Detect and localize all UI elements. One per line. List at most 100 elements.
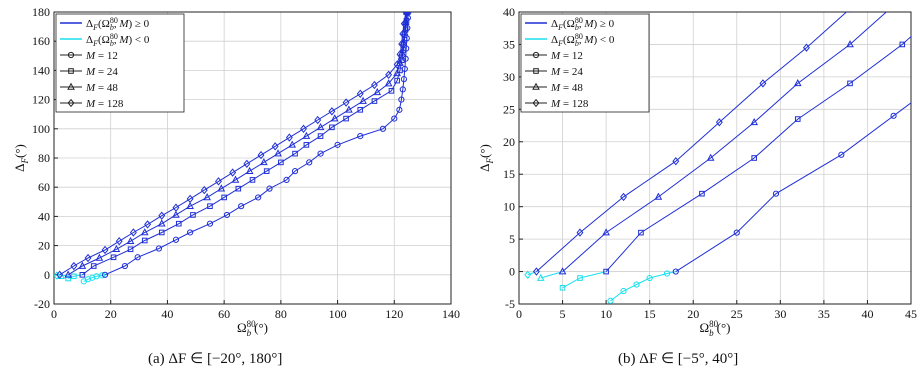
data-point-triangle: [373, 87, 382, 96]
data-point-diamond: [532, 267, 540, 276]
legend-entry-label: M = 48: [550, 82, 583, 94]
data-point-triangle: [126, 236, 135, 245]
legend: ΔF(Ω80 b, M) ≥ 0ΔF(Ω80 b, M) < 0 M = 12 M = …: [520, 13, 650, 113]
y-tick-label: -20: [34, 297, 50, 311]
data-point-diamond: [70, 261, 78, 271]
data-point-diamond: [759, 79, 767, 88]
series-line-positive: [562, 12, 888, 272]
data-point-diamond: [370, 80, 378, 90]
data-point-circle: [291, 168, 299, 175]
data-point-square: [278, 159, 284, 166]
data-point-square: [899, 41, 906, 48]
series-line-negative: [527, 271, 537, 276]
data-point-circle: [890, 112, 897, 119]
series-line-positive: [59, 12, 407, 276]
data-point-triangle: [112, 244, 121, 253]
legend-marker-circle: [67, 51, 75, 59]
x-axis-label: Ω80 b (°): [237, 319, 268, 338]
data-point-diamond: [144, 220, 152, 229]
y-tick-label: 20: [503, 135, 515, 149]
data-point-diamond: [129, 228, 137, 237]
data-point-diamond: [385, 70, 393, 79]
data-point-diamond: [101, 245, 109, 255]
x-tick-label: 5: [560, 307, 566, 321]
data-point-circle: [306, 159, 313, 166]
x-tick-label: 25: [731, 307, 743, 321]
plot-frame: [518, 11, 912, 305]
data-point-square: [221, 194, 227, 201]
data-point-diamond: [803, 43, 810, 52]
x-tick-label: 0: [51, 307, 57, 321]
data-point-square: [388, 88, 395, 94]
data-point-diamond: [243, 159, 251, 169]
y-tick-label: 40: [503, 5, 515, 19]
data-point-square: [79, 272, 86, 278]
data-point-circle: [620, 287, 627, 295]
y-tick-label: 15: [503, 167, 515, 181]
data-point-triangle: [274, 149, 282, 157]
data-point-diamond: [56, 270, 64, 279]
data-point-square: [90, 263, 97, 269]
data-point-triangle: [157, 219, 166, 227]
data-point-triangle: [846, 40, 854, 48]
data-point-diamond: [393, 60, 401, 69]
data-point-diamond: [399, 29, 407, 39]
data-point-square: [207, 203, 213, 209]
data-point-diamond: [328, 107, 336, 116]
y-tick-label: -5: [505, 297, 515, 311]
data-point-triangle: [706, 153, 715, 161]
data-point-circle: [266, 185, 273, 192]
y-tick-label: 35: [503, 37, 515, 51]
x-tick-label: 20: [687, 307, 699, 321]
y-tick-label: 120: [32, 93, 50, 107]
data-point-circle: [396, 106, 403, 113]
data-point-diamond: [229, 168, 237, 177]
data-point-diamond: [849, 12, 851, 13]
data-point-circle: [206, 220, 214, 227]
legend-marker-square: [533, 68, 539, 74]
data-point-diamond: [620, 192, 627, 202]
data-point-square: [559, 284, 566, 291]
legend-marker-square: [68, 68, 74, 74]
data-point-diamond: [84, 253, 92, 263]
data-point-circle: [238, 203, 245, 210]
legend-entry-label: M = 128: [85, 98, 124, 110]
legend: ΔF(Ω80 b, M) ≥ 0ΔF(Ω80 b, M) < 0 M = 12 M = …: [55, 13, 185, 113]
legend-box: [520, 13, 650, 113]
data-point-diamond: [115, 237, 123, 246]
data-point-diamond: [300, 124, 307, 133]
data-point-triangle: [172, 210, 180, 218]
y-tick-label: 25: [503, 102, 515, 116]
data-point-square: [394, 77, 400, 84]
data-point-circle: [663, 270, 671, 277]
data-point-square: [638, 229, 644, 236]
series-line-negative: [540, 271, 563, 279]
series-line-positive: [605, 35, 911, 272]
data-point-diamond: [524, 270, 532, 279]
data-point-circle: [399, 86, 406, 93]
data-point-triangle: [558, 267, 567, 275]
data-point-diamond: [54, 271, 61, 280]
data-point-square: [263, 168, 270, 174]
data-point-square: [141, 237, 148, 244]
series-line-positive: [675, 102, 911, 273]
legend-entry-label: ΔF(Ω80 b, M) < 0: [551, 32, 615, 48]
data-point-diamond: [314, 115, 322, 125]
data-point-square: [317, 133, 324, 139]
data-point-triangle: [140, 228, 149, 236]
data-point-square: [127, 246, 134, 253]
x-tick-label: 140: [442, 307, 460, 321]
legend-marker-diamond: [532, 98, 540, 108]
x-tick-label: 100: [329, 307, 347, 321]
y-tick-label: 20: [38, 239, 50, 253]
data-point-square: [371, 98, 378, 104]
y-tick-label: 5: [509, 232, 515, 246]
data-point-circle: [357, 133, 364, 140]
x-tick-label: 0: [516, 307, 522, 321]
data-point-square: [751, 155, 758, 161]
data-point-triangle: [64, 270, 73, 278]
legend-entry-label: ΔF(Ω80 b, M) ≥ 0: [551, 16, 615, 32]
data-point-diamond: [158, 211, 166, 220]
